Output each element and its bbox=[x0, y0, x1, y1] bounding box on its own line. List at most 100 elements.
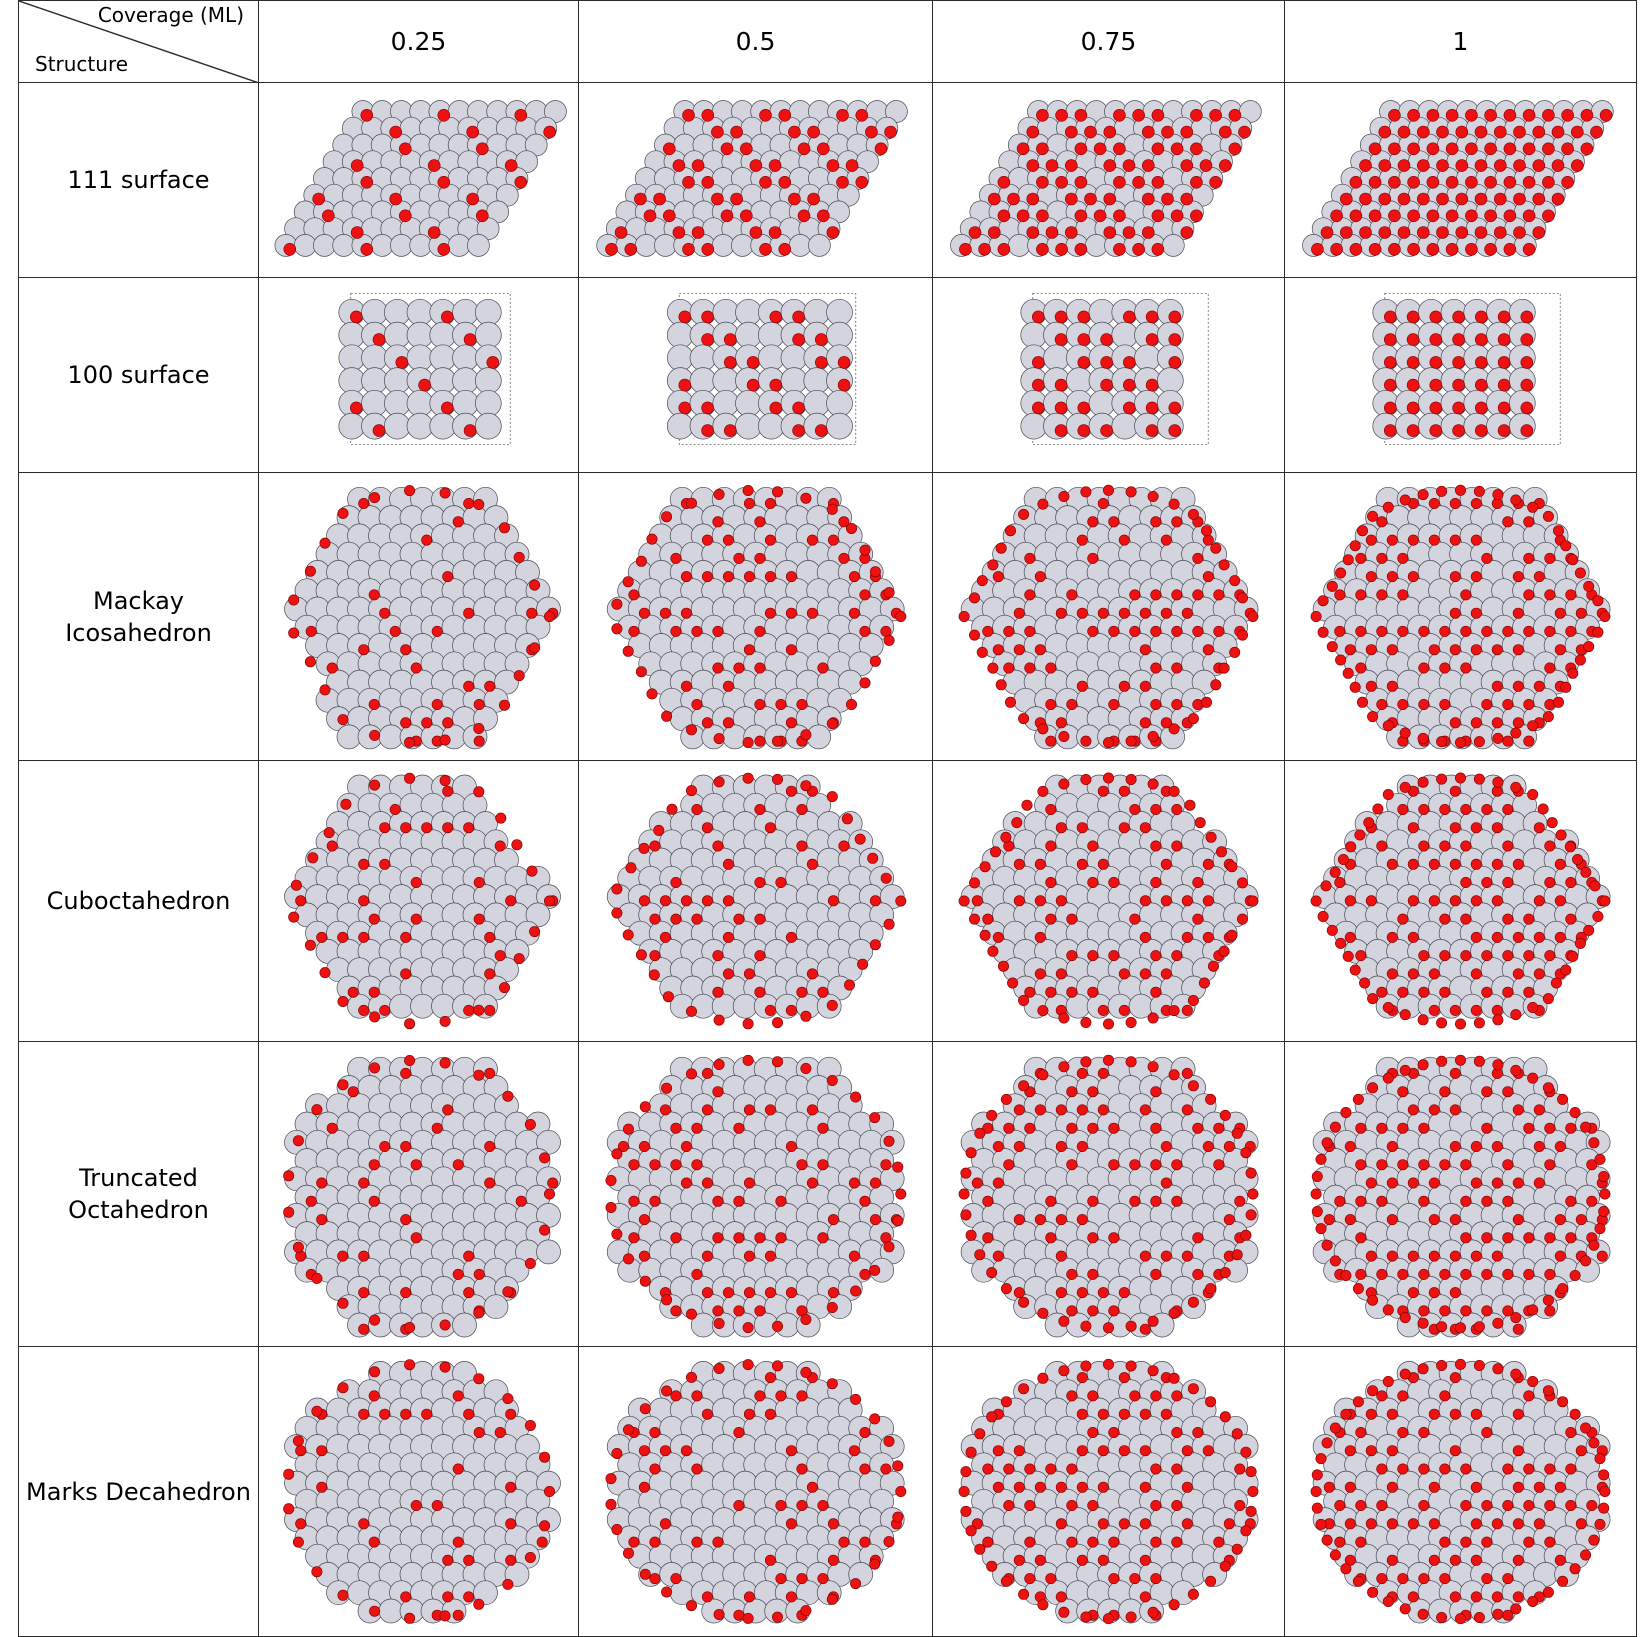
host-atom bbox=[1508, 344, 1536, 372]
adsorbate-atom bbox=[1013, 1287, 1025, 1299]
adsorbate-atom bbox=[1160, 1141, 1172, 1153]
adsorbate-atom bbox=[1139, 1554, 1151, 1566]
adsorbate-atom bbox=[473, 1427, 485, 1439]
adsorbate-atom bbox=[1076, 1141, 1088, 1153]
adsorbate-atom bbox=[1470, 571, 1482, 583]
adsorbate-atom bbox=[1418, 699, 1430, 711]
adsorbate-atom bbox=[473, 699, 485, 711]
adsorbate-atom bbox=[1355, 552, 1367, 564]
adsorbate-atom bbox=[431, 1122, 443, 1134]
adsorbate-atom bbox=[1481, 1427, 1493, 1439]
adsorbate-atom bbox=[326, 662, 338, 674]
host-atom bbox=[474, 367, 502, 394]
adsorbate-atom bbox=[1139, 1591, 1151, 1603]
host-atom bbox=[406, 412, 434, 440]
adsorbate-atom bbox=[733, 1427, 745, 1439]
edge-adsorbate-atom bbox=[800, 1062, 812, 1074]
adsorbate-atom bbox=[1474, 226, 1488, 239]
adsorbate-atom bbox=[1234, 1195, 1246, 1207]
edge-adsorbate-atom bbox=[1592, 626, 1604, 638]
adsorbate-atom bbox=[1502, 1305, 1514, 1317]
adsorbate-atom bbox=[1013, 607, 1025, 619]
host-atom bbox=[1508, 298, 1536, 326]
adsorbate-atom bbox=[1386, 680, 1398, 692]
adsorbate-atom bbox=[1054, 310, 1068, 324]
adsorbate-atom bbox=[337, 931, 349, 943]
adsorbate-atom bbox=[827, 1554, 839, 1566]
adsorbate-atom bbox=[1016, 142, 1030, 156]
edge-adsorbate-atom bbox=[1399, 494, 1411, 506]
adsorbate-atom bbox=[1108, 1159, 1120, 1171]
adsorbate-atom bbox=[1544, 662, 1556, 674]
host-atom bbox=[1088, 298, 1116, 326]
adsorbate-atom bbox=[617, 1141, 629, 1153]
edge-adsorbate-atom bbox=[869, 1112, 881, 1124]
adsorbate-atom bbox=[368, 589, 380, 601]
adsorbate-atom bbox=[691, 1159, 703, 1171]
edge-adsorbate-atom bbox=[1326, 580, 1338, 592]
adsorbate-atom bbox=[337, 1250, 349, 1262]
edge-adsorbate-atom bbox=[713, 776, 725, 788]
adsorbate-atom bbox=[1418, 1268, 1430, 1280]
host-atom bbox=[390, 234, 413, 257]
adsorbate-atom bbox=[1097, 1104, 1109, 1116]
adsorbate-atom bbox=[1502, 1500, 1514, 1512]
edge-adsorbate-atom bbox=[1247, 895, 1259, 907]
adsorbate-atom bbox=[1007, 192, 1020, 206]
host-atom bbox=[1134, 367, 1161, 394]
host-atom bbox=[293, 234, 317, 257]
host-atom bbox=[826, 367, 853, 394]
host-atom bbox=[803, 389, 831, 417]
adsorbate-atom bbox=[1013, 1554, 1025, 1566]
host-atom bbox=[780, 344, 808, 372]
host-atom bbox=[1440, 389, 1468, 417]
adsorbate-atom bbox=[1523, 625, 1535, 637]
host-atom bbox=[347, 993, 372, 1019]
adsorbate-atom bbox=[797, 209, 811, 223]
edge-adsorbate-atom bbox=[989, 846, 1001, 858]
adsorbate-atom bbox=[1003, 1500, 1015, 1512]
edge-adsorbate-atom bbox=[288, 594, 300, 606]
host-atom bbox=[826, 412, 853, 440]
adsorbate-atom bbox=[1181, 931, 1193, 943]
adsorbate-atom bbox=[1334, 1195, 1346, 1207]
host-atom bbox=[1486, 412, 1513, 440]
adsorbate-atom bbox=[1386, 1518, 1398, 1530]
adsorbate-atom bbox=[1388, 176, 1401, 189]
edge-adsorbate-atom bbox=[1194, 817, 1206, 829]
edge-adsorbate-atom bbox=[1218, 662, 1230, 674]
adsorbate-atom bbox=[1190, 209, 1203, 223]
adsorbate-atom bbox=[1407, 1250, 1419, 1262]
edge-adsorbate-atom bbox=[1103, 1322, 1115, 1334]
host-atom bbox=[735, 298, 762, 326]
adsorbate-atom bbox=[1455, 125, 1469, 139]
adsorbate-atom bbox=[638, 1481, 650, 1493]
adsorbate-atom bbox=[431, 1500, 443, 1512]
adsorbate-atom bbox=[421, 1408, 433, 1420]
atom-model-4-2 bbox=[958, 1054, 1259, 1338]
atom-model-2-3 bbox=[1310, 484, 1611, 750]
edge-adsorbate-atom bbox=[1125, 1360, 1137, 1372]
adsorbate-atom bbox=[701, 424, 714, 437]
adsorbate-atom bbox=[1523, 1268, 1535, 1280]
adsorbate-atom bbox=[1449, 1287, 1461, 1299]
adsorbate-atom bbox=[1407, 1287, 1419, 1299]
edge-adsorbate-atom bbox=[1247, 1188, 1259, 1200]
adsorbate-atom bbox=[1570, 125, 1584, 139]
edge-adsorbate-atom bbox=[1058, 1365, 1070, 1377]
adsorbate-atom bbox=[1066, 1390, 1078, 1402]
adsorbate-atom bbox=[768, 226, 782, 239]
adsorbate-atom bbox=[431, 625, 443, 637]
adsorbate-atom bbox=[1439, 803, 1451, 815]
adsorbate-atom bbox=[1202, 534, 1214, 546]
host-atom bbox=[1111, 298, 1139, 326]
adsorbate-atom bbox=[1368, 243, 1382, 256]
adsorbate-atom bbox=[1512, 858, 1524, 870]
adsorbate-atom bbox=[859, 1536, 871, 1548]
adsorbate-atom bbox=[1055, 717, 1067, 729]
adsorbate-atom bbox=[466, 125, 479, 139]
adsorbate-atom bbox=[1397, 125, 1411, 139]
adsorbate-atom bbox=[759, 243, 772, 256]
adsorbate-atom bbox=[1026, 192, 1040, 206]
adsorbate-atom bbox=[418, 378, 431, 392]
